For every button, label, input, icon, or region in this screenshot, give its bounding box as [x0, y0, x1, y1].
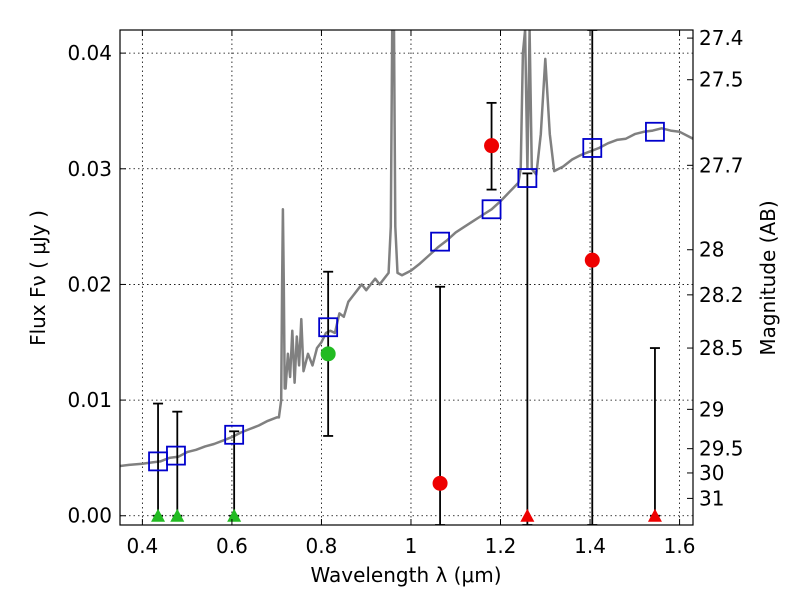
mag-tick-label: 28.2 [699, 283, 744, 307]
mag-tick-label: 29.5 [699, 437, 744, 461]
upper-limit-marker [170, 508, 185, 522]
sed-curve-line [120, 30, 693, 468]
flux-point [584, 252, 600, 268]
upper-limit-marker [227, 508, 242, 522]
upper-limit-marker [151, 508, 166, 522]
x-tick-label: 1 [405, 534, 418, 558]
mag-tick-label: 28 [699, 238, 724, 262]
mag-tick-label: 31 [699, 486, 724, 510]
y-axis-label: Flux Fν ( μJy ) [26, 210, 50, 346]
x-axis-label: Wavelength λ (μm) [310, 563, 501, 587]
x-tick-label: 0.4 [126, 534, 158, 558]
mag-tick-label: 30 [699, 461, 724, 485]
mag-tick-label: 27.7 [699, 153, 744, 177]
model-box-marker [481, 199, 502, 220]
model-box-marker [224, 424, 245, 445]
grid [120, 30, 693, 525]
x-tick-label: 1.6 [664, 534, 696, 558]
model-box-marker [318, 317, 339, 338]
point-group [151, 138, 662, 522]
y-tick-label: 0.00 [67, 504, 112, 528]
x-tick-label: 0.6 [216, 534, 248, 558]
upper-limit-marker [647, 508, 662, 522]
x-tick-label: 0.8 [306, 534, 338, 558]
flux-point [432, 475, 448, 491]
mag-tick-label: 27.5 [699, 68, 744, 92]
model-box-marker [517, 168, 538, 188]
model-box-marker [430, 231, 450, 252]
sed-curve-group [120, 30, 693, 468]
y-tick-label: 0.01 [67, 388, 112, 412]
mag-tick-label: 28.5 [699, 336, 744, 360]
model-box-marker [166, 445, 186, 466]
plot-frame [119, 29, 694, 526]
model-box-marker [645, 121, 665, 142]
axes: 0.4 0.6 0.8 1 1.2 1.4 1.6 0.00 0.01 0.02 0.03 0.04 2… [67, 26, 743, 558]
y-tick-label: 0.03 [67, 157, 112, 181]
x-tick-label: 1.4 [574, 534, 606, 558]
y-tick-label: 0.02 [67, 272, 112, 296]
x-tick-label: 1.2 [485, 534, 517, 558]
mag-tick-label: 29 [699, 397, 724, 421]
flux-point [484, 138, 500, 154]
model-box-group [148, 121, 665, 472]
flux-point [320, 346, 336, 362]
upper-limit-marker [520, 508, 535, 522]
model-box-marker [582, 138, 603, 158]
plot-area [120, 30, 693, 525]
y2-axis-label: Magnitude (AB) [756, 200, 780, 355]
y-tick-label: 0.04 [67, 41, 112, 65]
mag-tick-label: 27.4 [699, 26, 744, 50]
